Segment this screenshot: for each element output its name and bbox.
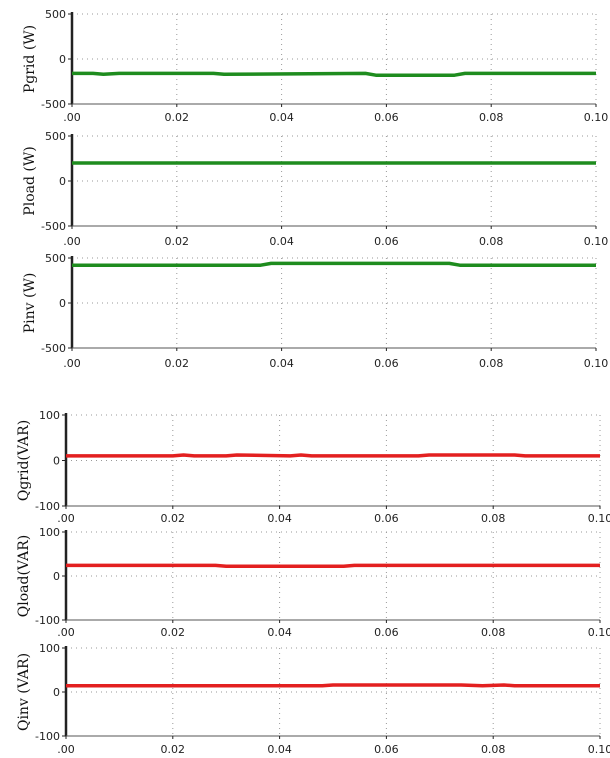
y-tick-label: 0	[59, 175, 66, 188]
series-line	[72, 71, 596, 77]
x-tick-label: 0.02	[161, 626, 186, 639]
y-tick-label: -500	[41, 342, 66, 355]
x-tick-label: 0.02	[165, 357, 190, 370]
y-tick-label: 100	[39, 409, 60, 422]
y-axis-label: Pgrid (W)	[22, 25, 38, 93]
x-tick-label: 0.06	[374, 111, 399, 124]
chart-panel-1: 500 0 -500.00 0.02 0.04 0.06 0.08 0.10 Pgrid (W)	[22, 8, 608, 124]
x-tick-label: 0.06	[374, 357, 399, 370]
x-tick-label: 0.08	[479, 357, 504, 370]
x-tick-label: 0.04	[269, 357, 294, 370]
series-line	[66, 453, 600, 458]
y-axis-label: Qgrid(VAR)	[16, 420, 32, 501]
x-tick-label: .00	[57, 512, 75, 525]
x-tick-label: 0.08	[479, 111, 504, 124]
y-tick-label: 500	[45, 130, 66, 143]
y-axis-label: Pinv (W)	[22, 273, 38, 334]
x-tick-label: .00	[63, 357, 81, 370]
y-tick-label: 500	[45, 8, 66, 21]
series-line	[72, 261, 596, 267]
x-tick-label: 0.08	[481, 512, 506, 525]
x-tick-label: 0.04	[269, 235, 294, 248]
y-tick-label: 100	[39, 526, 60, 539]
x-tick-label: 0.04	[269, 111, 294, 124]
x-tick-label: 0.02	[161, 743, 186, 756]
x-tick-label: 0.06	[374, 235, 399, 248]
x-tick-label: 0.02	[165, 111, 190, 124]
y-tick-label: 0	[53, 686, 60, 699]
y-tick-label: 0	[59, 53, 66, 66]
chart-panel-6: 100 0 -100.00 0.02 0.04 0.06 0.08 0.10 Qinv (VAR…	[16, 642, 610, 756]
y-tick-label: 0	[59, 297, 66, 310]
x-tick-label: 0.02	[165, 235, 190, 248]
x-tick-label: 0.02	[161, 512, 186, 525]
y-tick-label: -100	[35, 730, 60, 743]
y-tick-label: -100	[35, 614, 60, 627]
x-tick-label: .00	[57, 626, 75, 639]
x-tick-label: 0.10	[588, 512, 610, 525]
x-tick-label: 0.10	[588, 743, 610, 756]
x-tick-label: .00	[63, 111, 81, 124]
y-tick-label: 0	[53, 570, 60, 583]
x-tick-label: 0.04	[267, 626, 292, 639]
x-tick-label: 0.10	[588, 626, 610, 639]
y-tick-label: 500	[45, 252, 66, 265]
y-axis-label: Qinv (VAR)	[16, 653, 32, 731]
y-tick-label: -500	[41, 220, 66, 233]
x-tick-label: 0.10	[584, 111, 609, 124]
chart-panel-3: 500 0 -500 .00 0.02 0.04 0.06 0.08 0.10 Pinv (W)	[22, 252, 608, 370]
y-tick-label: -500	[41, 98, 66, 111]
y-tick-label: -100	[35, 500, 60, 513]
y-axis-label: Qload(VAR)	[16, 535, 32, 617]
x-tick-label: .00	[57, 743, 75, 756]
y-tick-label: 0	[53, 455, 60, 468]
x-tick-label: 0.04	[267, 743, 292, 756]
x-tick-label: 0.08	[481, 626, 506, 639]
chart-panel-5: 100 0 -100.00 0.02 0.04 0.06 0.08 0.10 Qload(VAR…	[16, 526, 610, 639]
y-axis-label: Pload (W)	[22, 146, 38, 215]
series-line	[66, 563, 600, 569]
x-tick-label: .00	[63, 235, 81, 248]
y-tick-label: 100	[39, 642, 60, 655]
chart-panel-4: 100 0 -100.00 0.02 0.04 0.06 0.08 0.10 Qgrid(VAR…	[16, 409, 610, 525]
series-line	[66, 683, 600, 688]
x-tick-label: 0.10	[584, 357, 609, 370]
x-tick-label: 0.06	[374, 626, 399, 639]
x-tick-label: 0.08	[481, 743, 506, 756]
x-tick-label: 0.10	[584, 235, 609, 248]
x-tick-label: 0.04	[267, 512, 292, 525]
x-tick-label: 0.06	[374, 512, 399, 525]
x-tick-label: 0.06	[374, 743, 399, 756]
x-tick-label: 0.08	[479, 235, 504, 248]
chart-panel-2: 500 0 -500 .00 0.02 0.04 0.06 0.08 0.10 Pload (W)	[22, 130, 608, 248]
